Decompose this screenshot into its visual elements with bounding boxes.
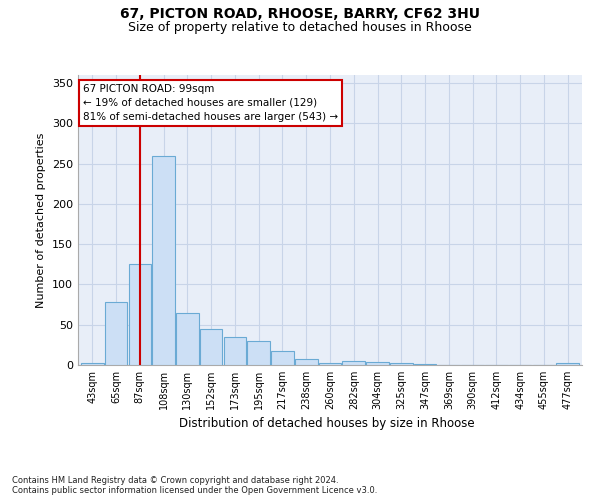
Bar [247,341,270,365]
Bar [556,364,579,365]
Bar [295,358,317,365]
Bar [414,364,436,365]
Text: Contains HM Land Registry data © Crown copyright and database right 2024.
Contai: Contains HM Land Registry data © Crown c… [12,476,377,495]
Bar [176,312,199,365]
Bar [152,156,175,365]
Bar [366,362,389,365]
Text: Size of property relative to detached houses in Rhoose: Size of property relative to detached ho… [128,21,472,34]
Bar [319,362,341,365]
Bar [390,362,413,365]
Bar [343,361,365,365]
Text: 67 PICTON ROAD: 99sqm
← 19% of detached houses are smaller (129)
81% of semi-det: 67 PICTON ROAD: 99sqm ← 19% of detached … [83,84,338,122]
Bar [128,264,151,365]
Y-axis label: Number of detached properties: Number of detached properties [37,132,46,308]
Text: 67, PICTON ROAD, RHOOSE, BARRY, CF62 3HU: 67, PICTON ROAD, RHOOSE, BARRY, CF62 3HU [120,8,480,22]
Bar [81,362,104,365]
Bar [200,329,223,365]
Bar [105,302,127,365]
Text: Distribution of detached houses by size in Rhoose: Distribution of detached houses by size … [179,418,475,430]
Bar [271,350,294,365]
Bar [224,337,246,365]
